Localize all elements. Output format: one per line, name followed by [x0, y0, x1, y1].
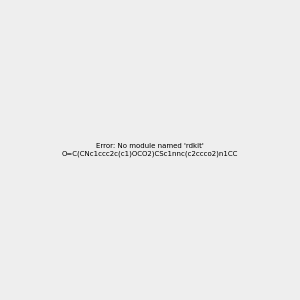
Text: Error: No module named 'rdkit'
O=C(CNc1ccc2c(c1)OCO2)CSc1nnc(c2ccco2)n1CC: Error: No module named 'rdkit' O=C(CNc1c… [62, 143, 238, 157]
